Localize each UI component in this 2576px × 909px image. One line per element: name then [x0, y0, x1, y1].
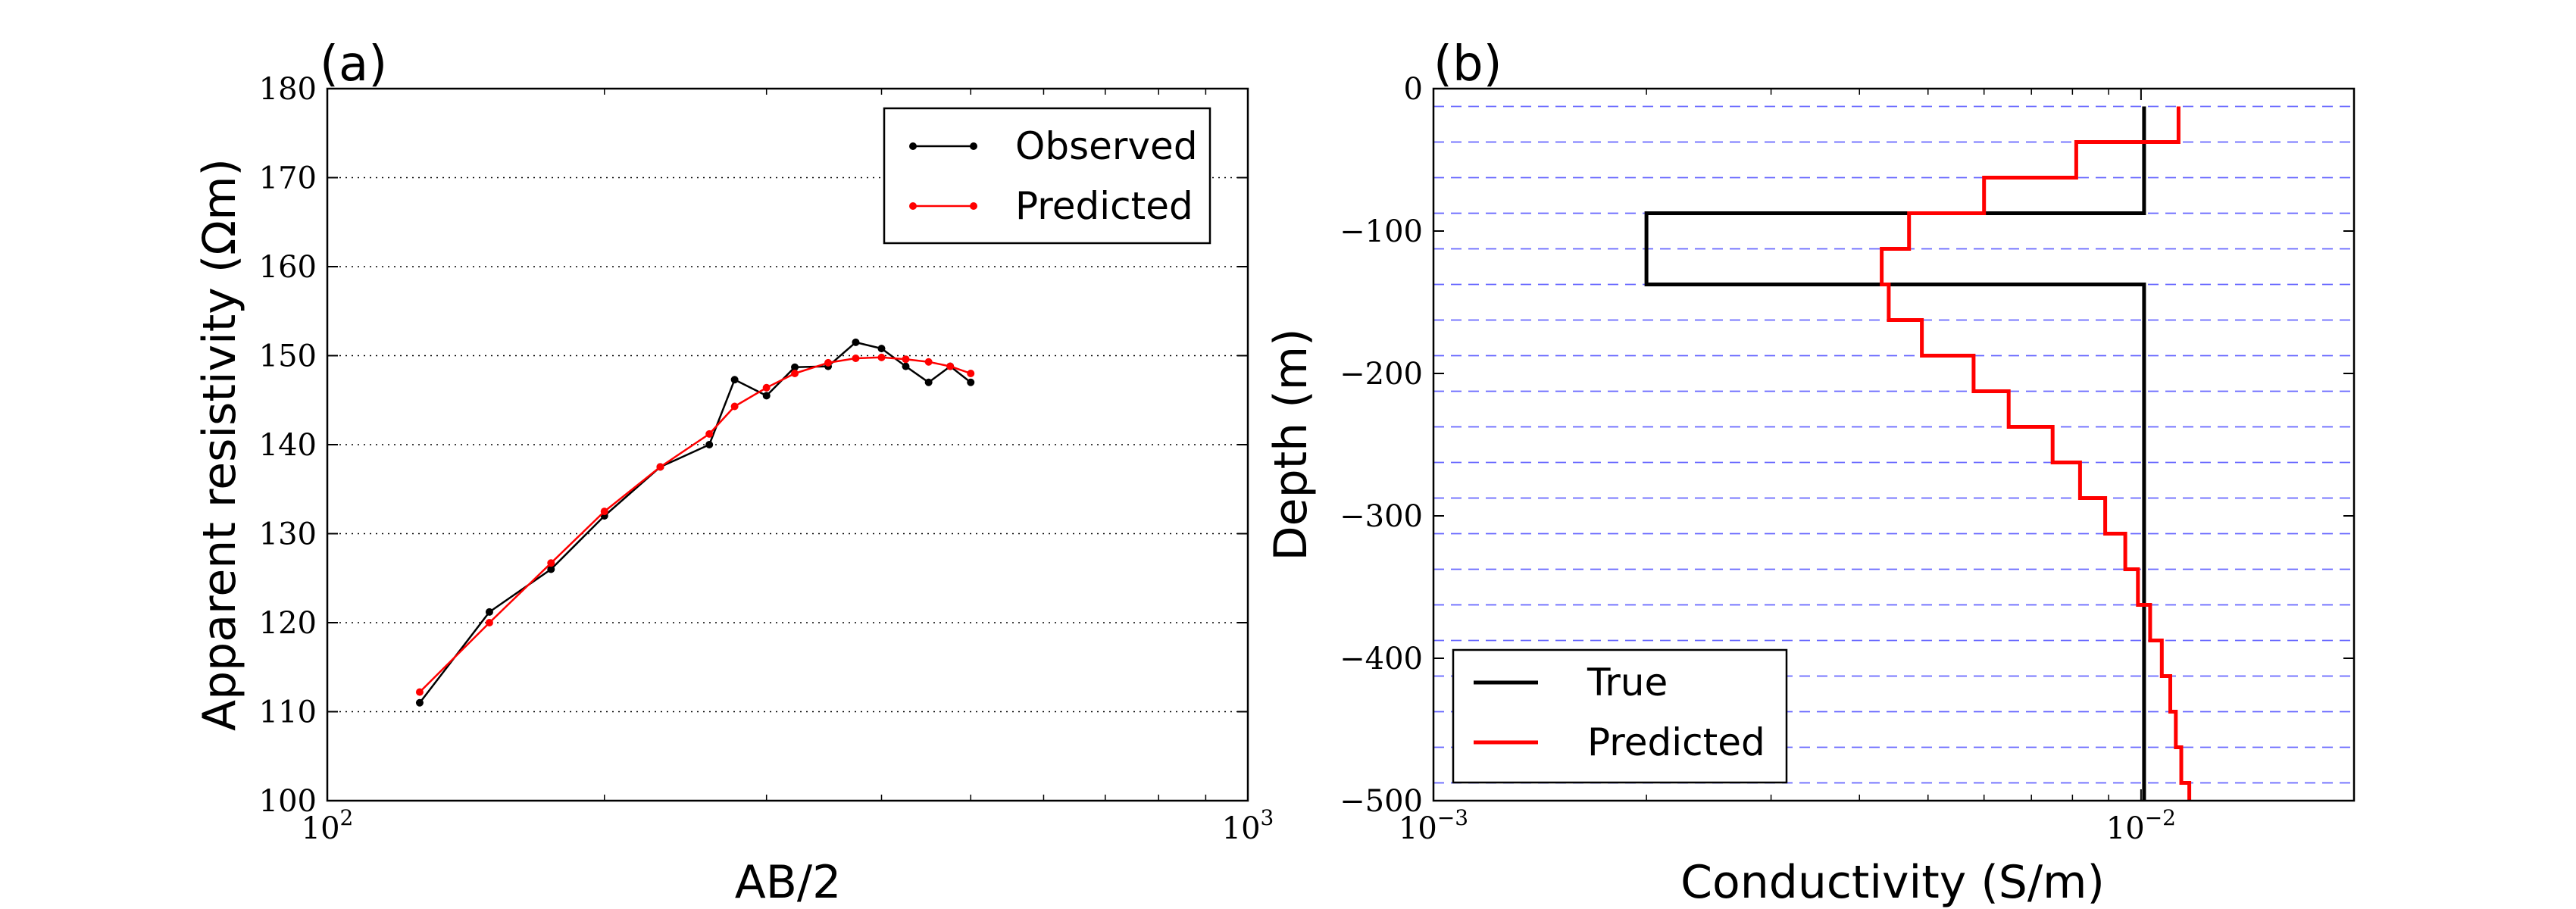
- series-predicted-point: [967, 370, 975, 377]
- panel-b-y-tick-label: −500: [1340, 784, 1423, 819]
- series-predicted-point: [852, 355, 860, 363]
- panel-b-legend-box: [1452, 648, 1788, 784]
- legend-observed-label: Observed: [1015, 124, 1198, 168]
- panel-a-x-ticks: 102 103: [302, 89, 1274, 846]
- series-predicted-line: [419, 356, 971, 693]
- legend-predicted-b-label: Predicted: [1587, 720, 1765, 764]
- panel-a-y-axis-title: Apparent resistivity (Ωm): [193, 158, 246, 731]
- panel-b-series: [1644, 106, 2192, 801]
- panel-a-x-axis-title: AB/2: [735, 856, 842, 909]
- series-true-profile: [1644, 106, 2146, 801]
- panel-a-label: (a): [320, 36, 387, 92]
- panel-a-legend-box: [883, 107, 1211, 245]
- series-observed-point: [415, 698, 424, 707]
- series-predicted-point: [902, 355, 910, 364]
- series-predicted-profile: [1880, 106, 2192, 801]
- panel-a-y-tick-label: 150: [259, 339, 317, 374]
- panel-a-y-tick-label: 140: [259, 428, 317, 463]
- panel-b-x-axis-title: Conductivity (S/m): [1680, 856, 2105, 909]
- legend-true-label: True: [1587, 661, 1668, 704]
- panel-b-y-tick-label: 0: [1404, 72, 1423, 107]
- panel-b-x-tick-label: 10−3: [1399, 805, 1468, 846]
- panel-a-y-tick-label: 110: [259, 695, 317, 730]
- panel-a-y-ticks: 100 110 120 130 140 150 160 170 180: [259, 72, 1248, 819]
- series-predicted-point: [791, 370, 799, 377]
- series-observed-point: [967, 378, 975, 386]
- panel-b-y-tick-label: −200: [1340, 357, 1423, 392]
- panel-b-y-tick-label: −300: [1340, 499, 1423, 534]
- panel-a-frame: [326, 87, 1249, 802]
- legend-observed-marker-end: [970, 142, 977, 150]
- panel-b: (b) 0 −100 −200 −300 −400 −500 10−3 10−2 Condu…: [1265, 36, 2356, 909]
- panel-b-y-tick-label: −100: [1340, 214, 1423, 249]
- panel-b-legend: True Predicted: [1452, 648, 1788, 784]
- series-predicted-point: [705, 430, 714, 438]
- series-predicted-point: [877, 353, 886, 361]
- panel-a-x-tick-label: 103: [1222, 805, 1274, 846]
- series-observed-point: [924, 378, 933, 386]
- series-observed-point: [485, 608, 493, 616]
- panel-b-y-tick-label: −400: [1340, 642, 1423, 676]
- series-observed-point: [762, 392, 771, 400]
- panel-b-label: (b): [1433, 36, 1502, 92]
- panel-a-y-tick-label: 130: [259, 517, 317, 552]
- panel-a-y-tick-label: 100: [259, 784, 317, 819]
- series-predicted-point: [946, 362, 955, 370]
- series-observed-point: [852, 338, 860, 346]
- series-observed-point: [730, 376, 739, 384]
- panel-b-frame: [1432, 87, 2356, 802]
- legend-predicted-marker-end: [970, 202, 977, 210]
- panel-a: (a) 100 110 120 130 140 150 160 170 180 102 103 A…: [193, 36, 1274, 909]
- panel-a-legend: Observed Predicted: [883, 107, 1211, 245]
- panel-b-x-ticks: 10−3 10−2: [1399, 89, 2176, 846]
- panel-a-y-tick-label: 180: [259, 72, 317, 107]
- panel-a-y-tick-label: 170: [259, 161, 317, 196]
- series-predicted-point: [415, 688, 424, 696]
- series-predicted-point: [762, 383, 771, 392]
- series-predicted-point: [485, 619, 493, 626]
- legend-predicted-marker-start: [909, 202, 917, 210]
- panel-b-y-axis-title: Depth (m): [1265, 328, 1318, 561]
- series-observed-point: [791, 363, 799, 371]
- series-predicted-point: [656, 463, 664, 471]
- panel-a-series: [415, 338, 975, 707]
- series-predicted-point: [924, 358, 933, 366]
- panel-a-y-tick-label: 160: [259, 250, 317, 285]
- series-observed-point: [705, 441, 714, 448]
- series-observed-point: [902, 362, 910, 370]
- series-observed-point: [877, 345, 886, 353]
- series-predicted-point: [730, 402, 739, 411]
- series-observed-point: [547, 565, 555, 573]
- series-predicted-point: [824, 358, 833, 367]
- panel-a-y-tick-label: 120: [259, 606, 317, 641]
- series-predicted-point: [547, 559, 555, 567]
- panel-b-x-tick-label: 10−2: [2106, 805, 2176, 846]
- panel-a-x-tick-label: 102: [302, 805, 354, 846]
- legend-predicted-label: Predicted: [1015, 184, 1193, 228]
- legend-observed-marker-start: [909, 142, 917, 150]
- series-predicted-point: [600, 508, 608, 516]
